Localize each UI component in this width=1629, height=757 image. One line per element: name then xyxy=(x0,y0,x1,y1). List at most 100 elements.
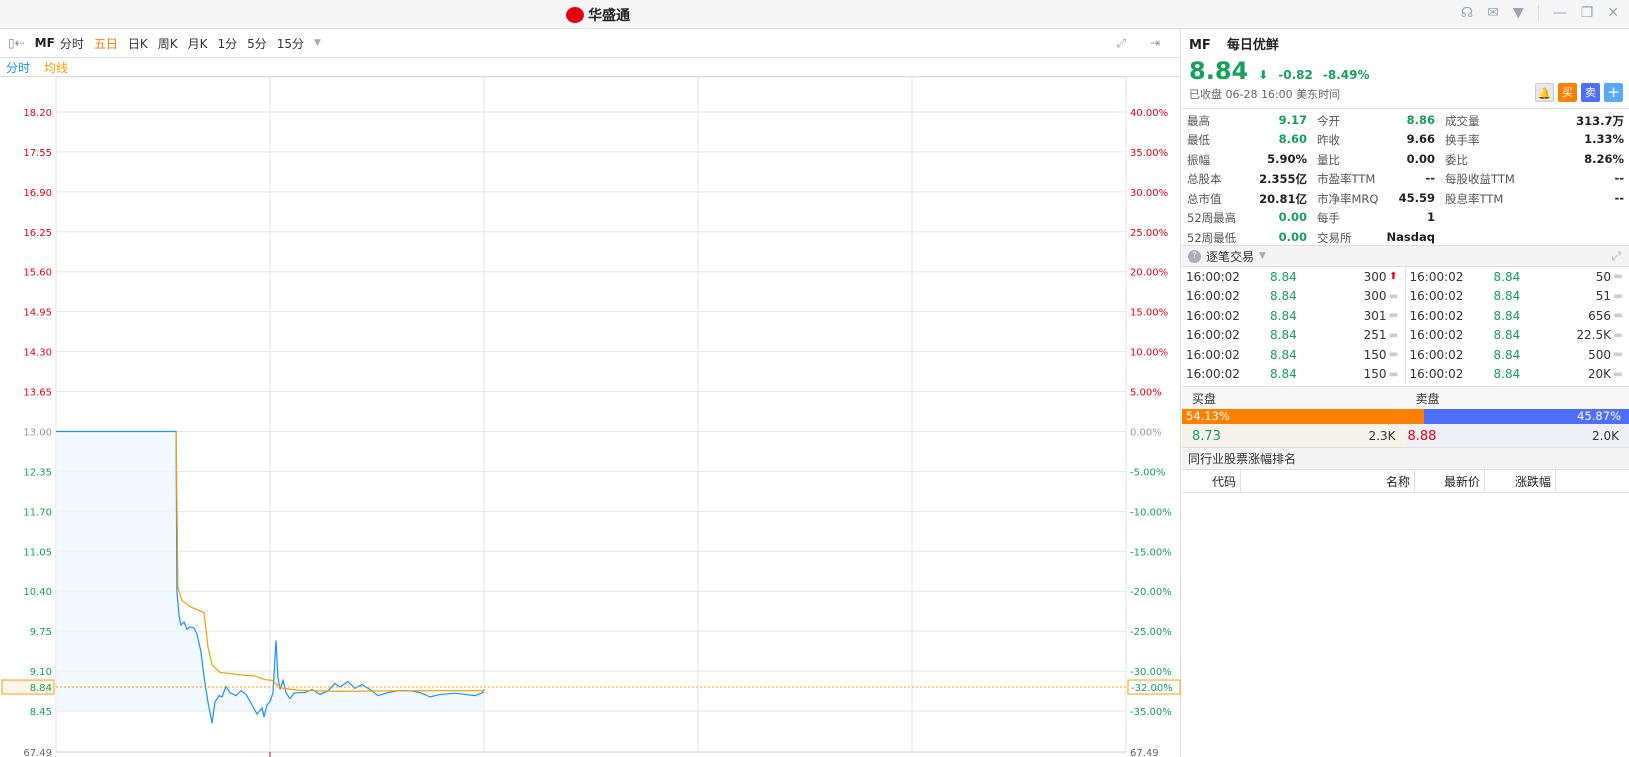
expand-icon[interactable]: ⤢ xyxy=(1116,36,1126,50)
right-tick-label: 15.00% xyxy=(1130,308,1168,319)
stat-label: 最高 xyxy=(1187,113,1210,128)
stat-label: 市净率MRQ xyxy=(1317,191,1379,206)
tab-1[interactable]: 五日 xyxy=(93,36,118,51)
expand-icon[interactable]: ⤢ xyxy=(1611,248,1621,263)
trade-time: 16:00:02 xyxy=(1186,328,1240,343)
chart-panel: ▯⇠ MF 分时 五日 日K 周K 月K 1分 5分 15分 ▼ ⤢ ⇥ 分时 均线 18.20… xyxy=(0,29,1181,757)
trade-time: 16:00:02 xyxy=(1409,308,1464,323)
collapse-left-icon[interactable]: ▯⇠ xyxy=(8,36,25,50)
stock-title: MF 每日优鲜 xyxy=(1189,34,1622,53)
right-tick-label: 35.00% xyxy=(1130,148,1168,159)
trades-title[interactable]: 逐笔交易 xyxy=(1206,249,1255,264)
tab-7[interactable]: 15分 xyxy=(276,36,305,51)
stat-value: 1.33% xyxy=(1584,132,1624,147)
right-tick-label: -30.00% xyxy=(1130,667,1172,678)
right-tick-label: -35.00% xyxy=(1130,707,1172,718)
left-tick-label: 17.55 xyxy=(23,148,52,159)
current-pct-box xyxy=(1127,679,1181,695)
stat-value: 20.81亿 xyxy=(1259,191,1307,206)
app-logo: 华盛通 xyxy=(566,5,630,25)
stat-label: 换手率 xyxy=(1445,133,1480,148)
minimize-icon[interactable]: — xyxy=(1552,5,1567,21)
right-tick-label: 40.00% xyxy=(1130,108,1168,119)
flat-icon: ▬ xyxy=(1613,349,1623,361)
sell-button[interactable]: 卖 xyxy=(1581,83,1600,102)
chevron-down-icon[interactable]: ▼ xyxy=(1259,251,1266,261)
mail-icon[interactable]: ✉ xyxy=(1487,5,1499,21)
collapse-right-icon[interactable]: ⇥ xyxy=(1149,36,1160,50)
shirt-icon[interactable]: ▼ xyxy=(1512,5,1524,21)
trade-price: 8.84 xyxy=(1270,328,1297,343)
tab-4[interactable]: 月K xyxy=(187,36,208,51)
tab-0[interactable]: 分时 xyxy=(59,36,84,51)
stat-value: 45.59 xyxy=(1398,190,1435,205)
flat-icon: ▬ xyxy=(1613,271,1623,283)
quote-code: MF xyxy=(1189,38,1211,53)
close-icon[interactable]: ✕ xyxy=(1607,5,1619,21)
trade-row: 16:00:02 8.84 300 ▬ xyxy=(1186,287,1401,307)
left-tick-label: 16.25 xyxy=(23,228,52,239)
volume-label-right: 67.49 xyxy=(1130,748,1159,757)
trade-price: 8.84 xyxy=(1493,269,1521,284)
trade-time: 16:00:02 xyxy=(1409,347,1464,362)
stock-code: MF xyxy=(34,36,55,50)
peer-ranking-title: 同行业股票涨幅排名 xyxy=(1182,447,1629,469)
trade-volume: 150 xyxy=(1363,367,1387,382)
col-change[interactable]: 涨跌幅 xyxy=(1485,470,1556,492)
trade-volume: 656 xyxy=(1588,308,1611,323)
trade-volume: 51 xyxy=(1595,289,1611,304)
stat-label: 市盈率TTM xyxy=(1317,172,1376,187)
left-tick-label: 8.45 xyxy=(30,707,52,718)
ask-size: 2.0K xyxy=(1592,429,1619,443)
tab-2[interactable]: 日K xyxy=(127,36,148,51)
stat-label: 昨收 xyxy=(1317,133,1340,148)
tab-3[interactable]: 周K xyxy=(157,36,178,51)
stat-label: 成交量 xyxy=(1445,113,1480,128)
trades-list: 16:00:02 8.84 300 ⬆ 16:00:02 8.84 300 ▬ 16:00:02… xyxy=(1182,267,1629,384)
left-tick-label: 13.65 xyxy=(23,388,52,399)
trade-time: 16:00:02 xyxy=(1409,328,1464,343)
stats-row: 总市值 20.81亿 市净率MRQ 45.59 股息率TTM -- xyxy=(1182,189,1629,209)
chevron-down-icon[interactable]: ▼ xyxy=(314,38,321,48)
flat-icon: ▬ xyxy=(1388,368,1399,380)
stat-value: -- xyxy=(1614,190,1624,205)
ask-price: 8.88 xyxy=(1407,428,1437,444)
arrow-down-icon: ⬇ xyxy=(1258,68,1269,82)
tab-5[interactable]: 1分 xyxy=(217,36,238,51)
restore-icon[interactable]: ❐ xyxy=(1580,5,1594,21)
intraday-chart[interactable]: 18.20 40.00% 17.55 35.00% 16.90 30.00% 16.25 25… xyxy=(0,77,1181,757)
help-icon[interactable]: ? xyxy=(1188,249,1201,263)
stat-label: 股息率TTM xyxy=(1445,191,1504,206)
trade-volume: 150 xyxy=(1363,347,1387,362)
trade-price: 8.84 xyxy=(1493,328,1521,343)
trade-volume: 301 xyxy=(1363,308,1387,323)
trade-price: 8.84 xyxy=(1270,308,1297,323)
stat-label: 今开 xyxy=(1317,113,1340,128)
current-price-box xyxy=(1,679,55,695)
tab-6[interactable]: 5分 xyxy=(247,36,267,51)
trades-header: ? 逐笔交易 ▼ ⤢ xyxy=(1182,245,1629,267)
alert-bell-button[interactable]: 🔔 xyxy=(1535,83,1554,102)
trade-row: 16:00:02 8.84 500 ▬ xyxy=(1410,345,1626,365)
right-tick-label: 0.00% xyxy=(1130,427,1162,438)
right-tick-label: -25.00% xyxy=(1130,627,1172,638)
headset-icon[interactable]: ☊ xyxy=(1460,5,1474,21)
chart-toolbar: ▯⇠ MF 分时 五日 日K 周K 月K 1分 5分 15分 ▼ ⤢ ⇥ xyxy=(0,29,1180,58)
flat-icon: ▬ xyxy=(1613,329,1623,341)
legend-avg: 均线 xyxy=(44,60,69,75)
stat-label: 52周最高 xyxy=(1187,211,1237,226)
col-last[interactable]: 最新价 xyxy=(1415,470,1485,492)
stat-label: 52周最低 xyxy=(1187,230,1237,245)
stat-value: Nasdaq xyxy=(1386,229,1435,244)
right-tick-label: 5.00% xyxy=(1130,388,1162,399)
right-tick-label: 10.00% xyxy=(1130,348,1168,359)
stat-label: 每股收益TTM xyxy=(1445,172,1515,187)
buy-button[interactable]: 买 xyxy=(1558,83,1577,102)
col-code[interactable]: 代码 xyxy=(1182,470,1241,492)
right-tick-label: -10.00% xyxy=(1130,507,1172,518)
add-watchlist-button[interactable]: + xyxy=(1604,83,1623,102)
col-name[interactable]: 名称 xyxy=(1241,470,1415,492)
stat-value: 2.355亿 xyxy=(1259,172,1307,187)
trade-time: 16:00:02 xyxy=(1186,289,1240,304)
stat-value: 0.00 xyxy=(1278,210,1307,225)
